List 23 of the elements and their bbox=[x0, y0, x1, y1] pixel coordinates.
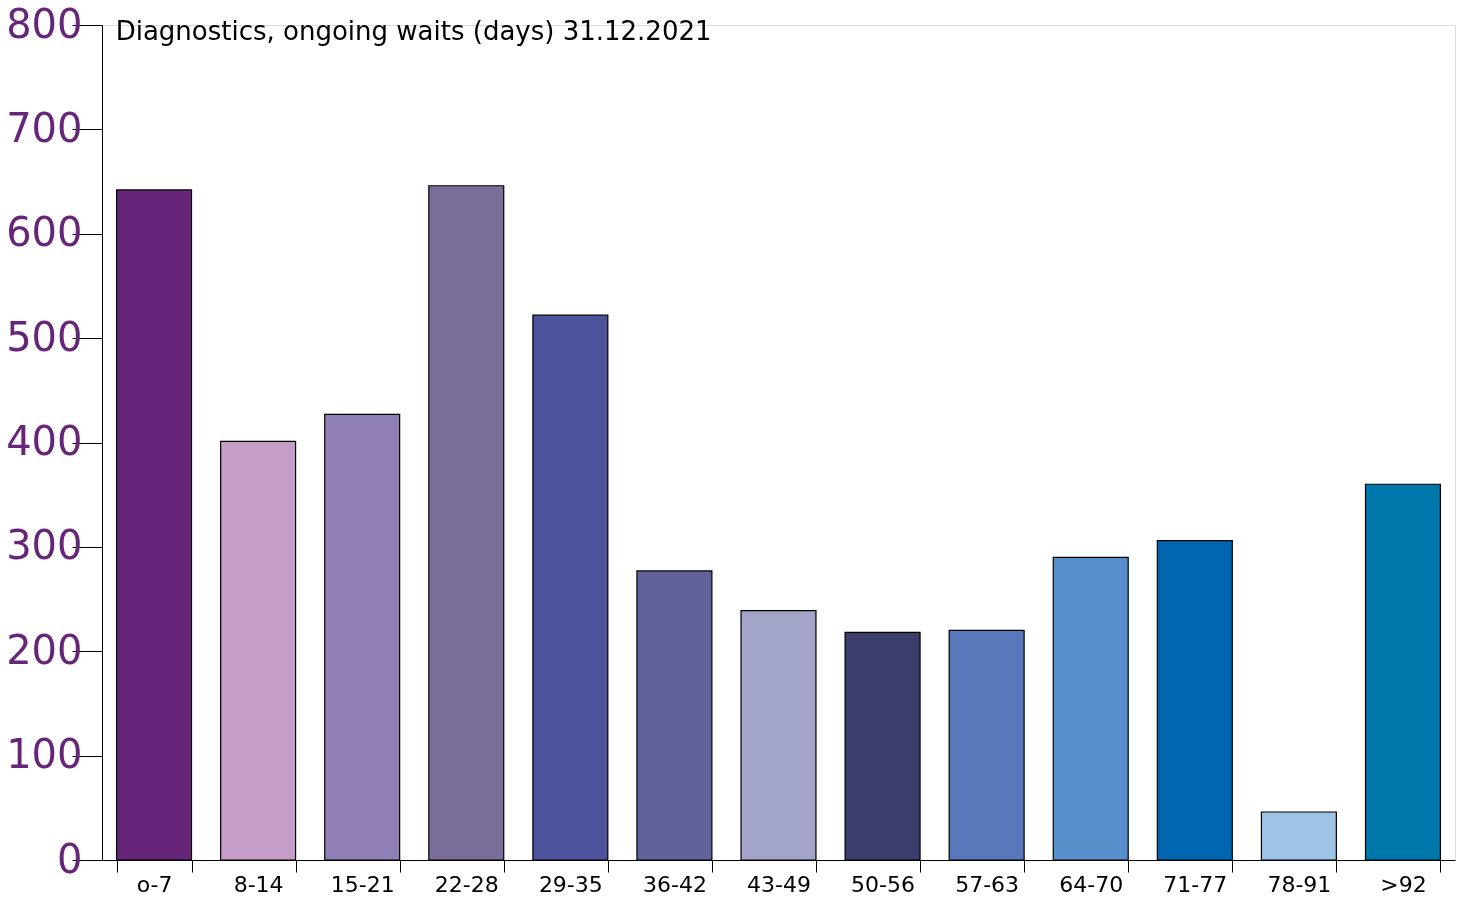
y-tick-label: 500 bbox=[6, 313, 83, 360]
chart-title: Diagnostics, ongoing waits (days) 31.12.2021 bbox=[115, 16, 712, 46]
y-tick-label: 200 bbox=[6, 626, 83, 673]
x-tick-label: 8-14 bbox=[233, 871, 284, 897]
y-tick-label: 300 bbox=[6, 522, 83, 569]
y-tick-label: 0 bbox=[57, 835, 83, 882]
x-tick-label: 64-70 bbox=[1059, 871, 1124, 897]
x-tick-label: o-7 bbox=[136, 871, 173, 897]
x-tick-label: 78-91 bbox=[1267, 871, 1332, 897]
x-tick-label: 29-35 bbox=[538, 871, 603, 897]
y-tick-label: 600 bbox=[6, 209, 83, 256]
y-tick-label: 700 bbox=[6, 104, 83, 151]
y-tick-label: 100 bbox=[6, 731, 83, 778]
x-tick-label: 36-42 bbox=[642, 871, 707, 897]
x-tick-label: 15-21 bbox=[330, 871, 395, 897]
x-tick-label: 43-49 bbox=[747, 871, 811, 897]
x-tick-label: 50-56 bbox=[851, 871, 916, 897]
y-tick-label: 400 bbox=[6, 418, 83, 464]
x-tick-label: 57-63 bbox=[955, 871, 1020, 897]
x-tick-label: 71-77 bbox=[1163, 871, 1228, 897]
x-tick-label: 22-28 bbox=[434, 871, 499, 897]
x-tick-label: >92 bbox=[1380, 871, 1427, 897]
y-tick-label: 800 bbox=[6, 0, 83, 47]
